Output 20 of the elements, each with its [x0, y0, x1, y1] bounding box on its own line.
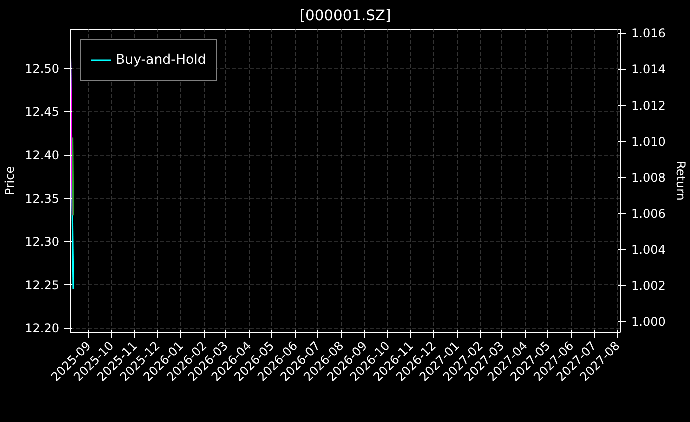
- y2-axis-title: Return: [674, 161, 688, 201]
- y2-tick-label: 1.012: [632, 98, 666, 113]
- y2-tick-label: 1.002: [632, 279, 666, 294]
- y2-tick-label: 1.004: [632, 243, 666, 258]
- y-tick-label: 12.40: [25, 148, 60, 163]
- legend-label: Buy-and-Hold: [116, 52, 206, 68]
- y-tick-label: 12.35: [25, 192, 60, 206]
- chart-title: [000001.SZ]: [300, 8, 392, 24]
- y2-tick-label: 1.006: [632, 206, 666, 221]
- y-axis-title: Price: [3, 166, 18, 196]
- y2-tick-label: 1.000: [632, 315, 666, 330]
- y2-tick-label: 1.010: [632, 134, 666, 149]
- y-tick-label: 12.20: [25, 322, 60, 336]
- y2-tick-label: 1.016: [632, 26, 666, 41]
- y-tick-label: 12.45: [25, 105, 60, 120]
- y-tick-label: 12.30: [25, 235, 60, 250]
- y-tick-label: 12.50: [25, 62, 60, 76]
- y2-tick-label: 1.008: [632, 170, 666, 185]
- y-tick-label: 12.25: [25, 278, 60, 292]
- y2-tick-label: 1.014: [632, 62, 666, 77]
